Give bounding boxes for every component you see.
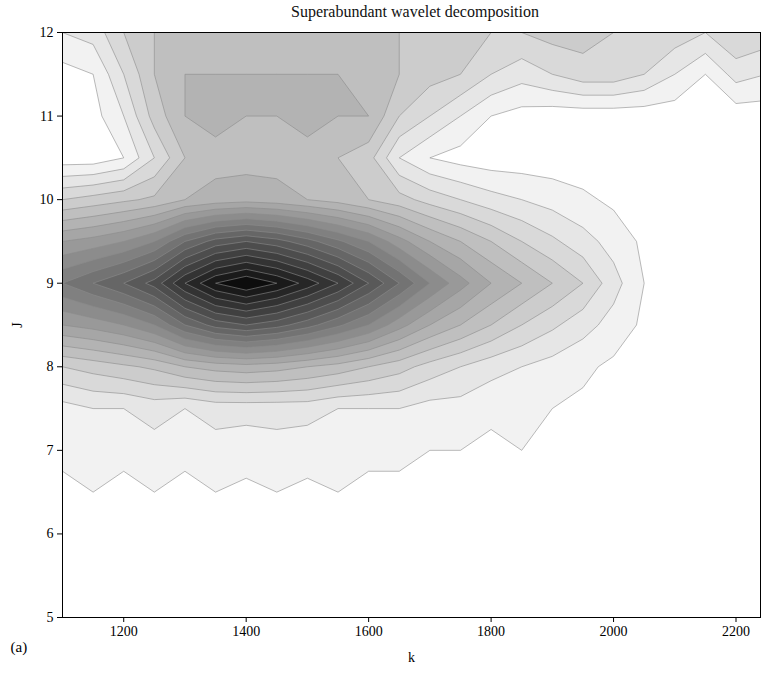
- svg-text:9: 9: [47, 276, 54, 291]
- svg-text:2200: 2200: [722, 624, 750, 639]
- html-text:Superabundant wavelet decompos: Superabundant wavelet decomposition: [291, 3, 539, 20]
- svg-text:12: 12: [40, 25, 54, 40]
- svg-text:1600: 1600: [355, 624, 383, 639]
- svg-text:7: 7: [47, 443, 54, 458]
- svg-text:1400: 1400: [232, 624, 260, 639]
- svg-text:6: 6: [47, 526, 54, 541]
- svg-text:1200: 1200: [110, 624, 138, 639]
- svg-text:2000: 2000: [600, 624, 628, 639]
- svg-text:10: 10: [40, 192, 54, 207]
- svg-text:k: k: [408, 650, 415, 665]
- svg-text:J: J: [10, 322, 25, 328]
- svg-text:8: 8: [47, 359, 54, 374]
- svg-text:11: 11: [40, 109, 53, 124]
- svg-text:(a): (a): [11, 639, 28, 656]
- svg-text:1800: 1800: [477, 624, 505, 639]
- svg-text:5: 5: [47, 610, 54, 625]
